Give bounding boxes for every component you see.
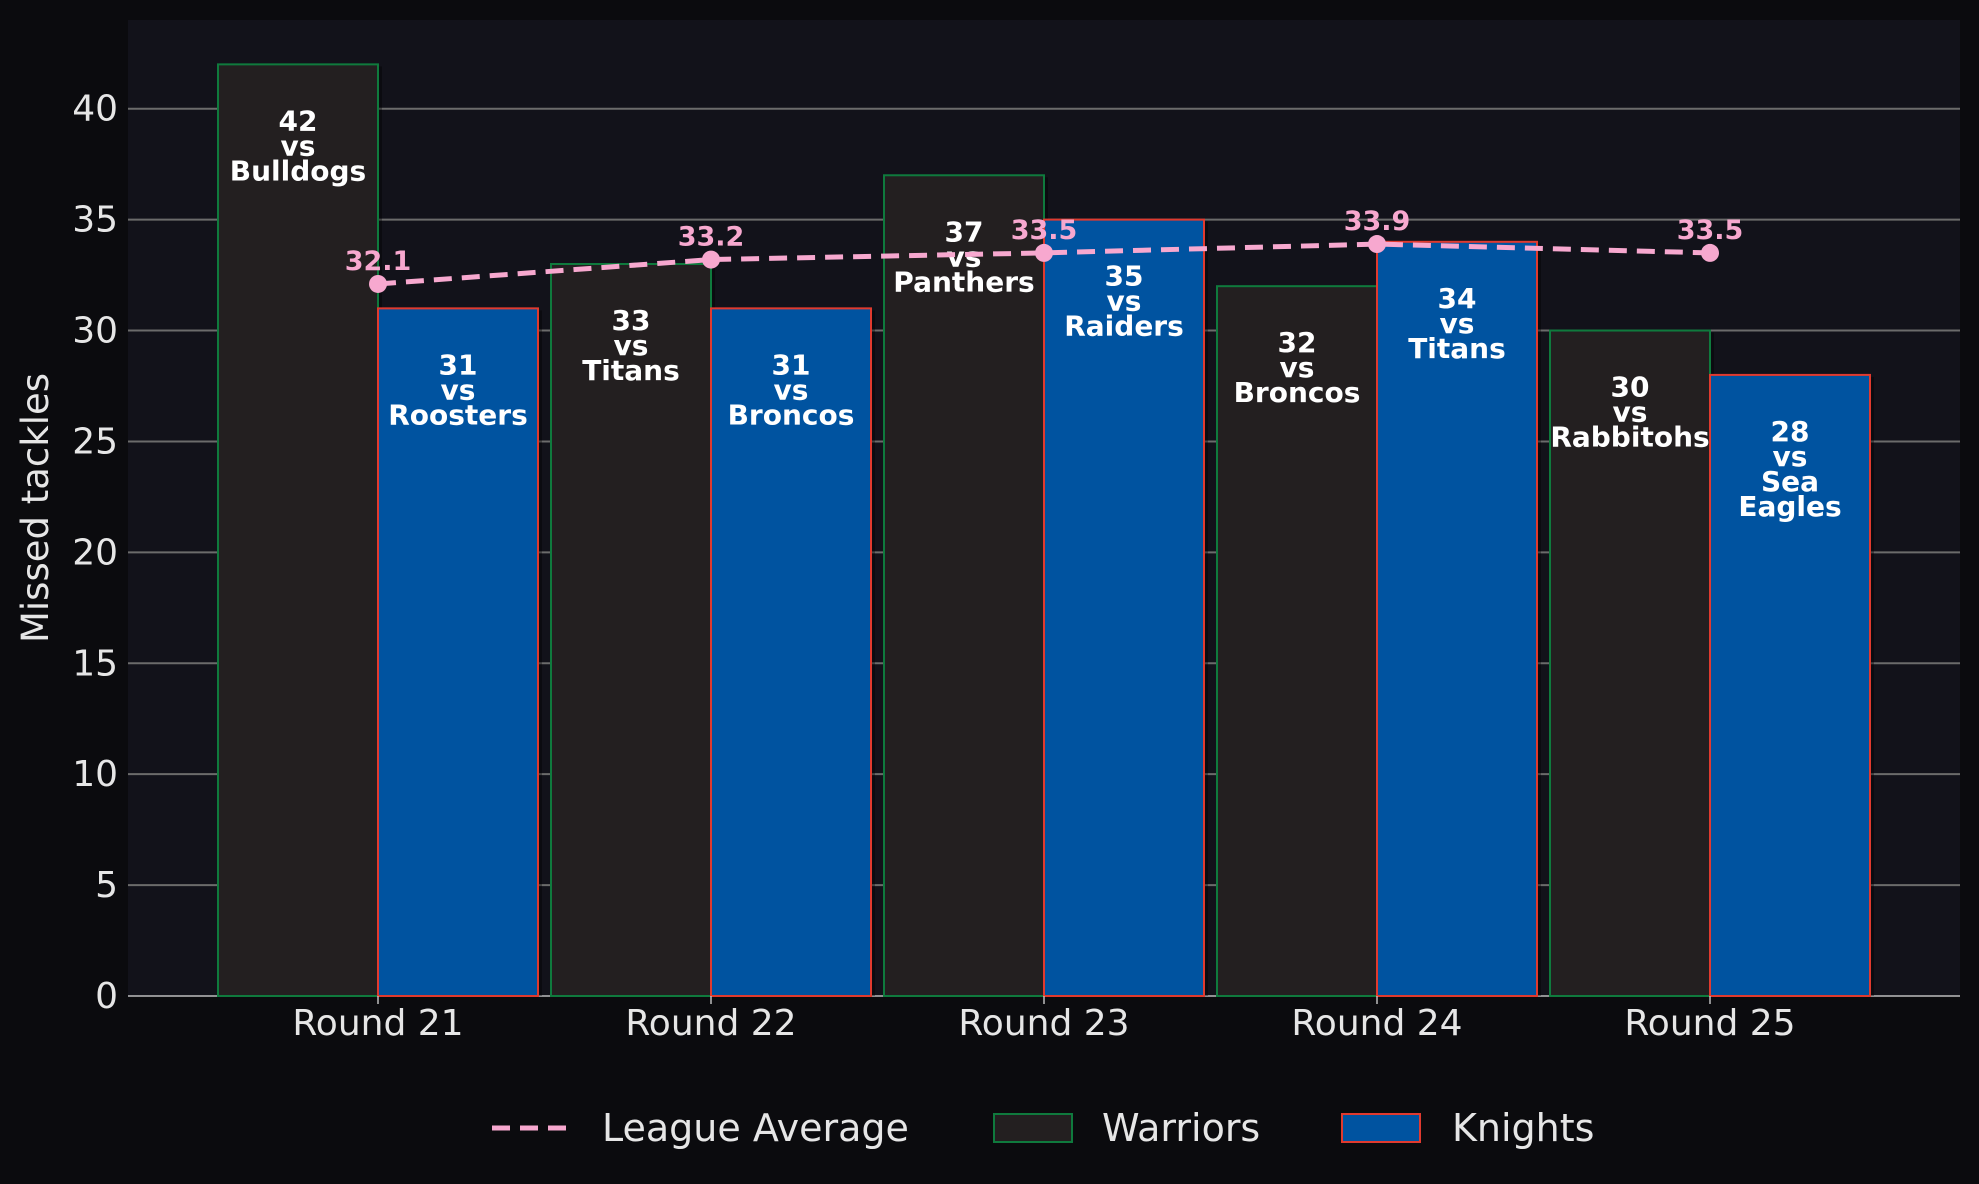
bar-data-label: 35 xyxy=(1105,260,1144,293)
x-tick-label: Round 24 xyxy=(1291,1003,1462,1044)
bar-data-label: Titans xyxy=(582,354,680,387)
bar-warriors xyxy=(1216,285,1378,997)
y-tick-label: 10 xyxy=(72,754,118,795)
bar-data-label: vs xyxy=(281,129,316,162)
legend-label: Knights xyxy=(1452,1106,1594,1150)
bar-data-label: vs xyxy=(1613,396,1648,429)
bar-data-label: Roosters xyxy=(388,398,528,431)
y-tick-label: 5 xyxy=(95,865,118,906)
bar-data-label: 32 xyxy=(1278,326,1317,359)
y-tick-label: 35 xyxy=(72,200,118,241)
bar-warriors xyxy=(1549,329,1711,997)
bar-data-label: Rabbitohs xyxy=(1550,421,1709,454)
bar-data-label: vs xyxy=(1440,307,1475,340)
legend-label: Warriors xyxy=(1102,1106,1260,1150)
bar-data-label: Broncos xyxy=(1234,376,1361,409)
y-tick-label: 20 xyxy=(72,532,118,573)
league-average-point xyxy=(1701,243,1719,262)
legend-label: League Average xyxy=(602,1106,909,1150)
bar-data-label: 37 xyxy=(945,215,984,248)
y-tick-label: 30 xyxy=(72,311,118,352)
bar-warriors xyxy=(883,174,1045,998)
bar-data-label: 31 xyxy=(439,348,478,381)
bar-data-label: 33 xyxy=(612,304,651,337)
x-tick-label: Round 22 xyxy=(625,1003,796,1044)
bar-data-label: Broncos xyxy=(728,398,855,431)
y-tick-label: 25 xyxy=(72,421,118,462)
league-average-label: 33.2 xyxy=(678,222,745,253)
y-axis-title: Missed tackles xyxy=(14,373,57,643)
league-average-point xyxy=(1035,243,1053,262)
x-tick-label: Round 21 xyxy=(292,1003,463,1044)
bar-data-label: vs xyxy=(614,329,649,362)
bar-data-label: 42 xyxy=(279,104,318,137)
league-average-label: 32.1 xyxy=(345,246,412,277)
bar-data-label: 28 xyxy=(1771,415,1810,448)
bar-knights xyxy=(1376,240,1538,997)
league-average-point xyxy=(702,250,720,269)
bar-data-label: vs xyxy=(441,373,476,406)
bar-knights xyxy=(1043,218,1205,998)
bar-data-label: Raiders xyxy=(1064,310,1184,343)
league-average-label: 33.5 xyxy=(1011,215,1078,246)
bar-data-label: Sea xyxy=(1761,465,1819,498)
x-tick-label: Round 23 xyxy=(958,1003,1129,1044)
bar-data-label: 34 xyxy=(1438,282,1477,315)
legend-swatch-knights xyxy=(1341,1113,1421,1143)
bar-data-label: vs xyxy=(774,373,809,406)
bar-knights xyxy=(710,307,872,997)
bar-data-label: vs xyxy=(1107,285,1142,318)
bar-data-label: Panthers xyxy=(893,265,1034,298)
legend-swatch-warriors xyxy=(993,1113,1073,1143)
bar-data-label: Bulldogs xyxy=(230,154,366,187)
y-tick-label: 0 xyxy=(95,976,118,1017)
bar-warriors xyxy=(550,263,712,997)
y-tick-label: 40 xyxy=(72,89,118,130)
league-average-label: 33.9 xyxy=(1344,206,1411,237)
x-tick-label: Round 25 xyxy=(1624,1003,1795,1044)
bar-warriors xyxy=(217,63,379,997)
bar-data-label: vs xyxy=(1280,351,1315,384)
league-average-label: 33.5 xyxy=(1677,215,1744,246)
y-tick-label: 15 xyxy=(72,643,118,684)
league-average-point xyxy=(1368,235,1386,254)
bar-data-label: 31 xyxy=(772,348,811,381)
bar-knights xyxy=(1709,373,1871,997)
bar-data-label: vs xyxy=(1773,440,1808,473)
bar-data-label: 30 xyxy=(1611,371,1650,404)
league-average-point xyxy=(369,274,387,293)
bar-knights xyxy=(377,307,539,997)
bar-data-label: Titans xyxy=(1408,332,1506,365)
bar-data-label: Eagles xyxy=(1738,490,1841,523)
